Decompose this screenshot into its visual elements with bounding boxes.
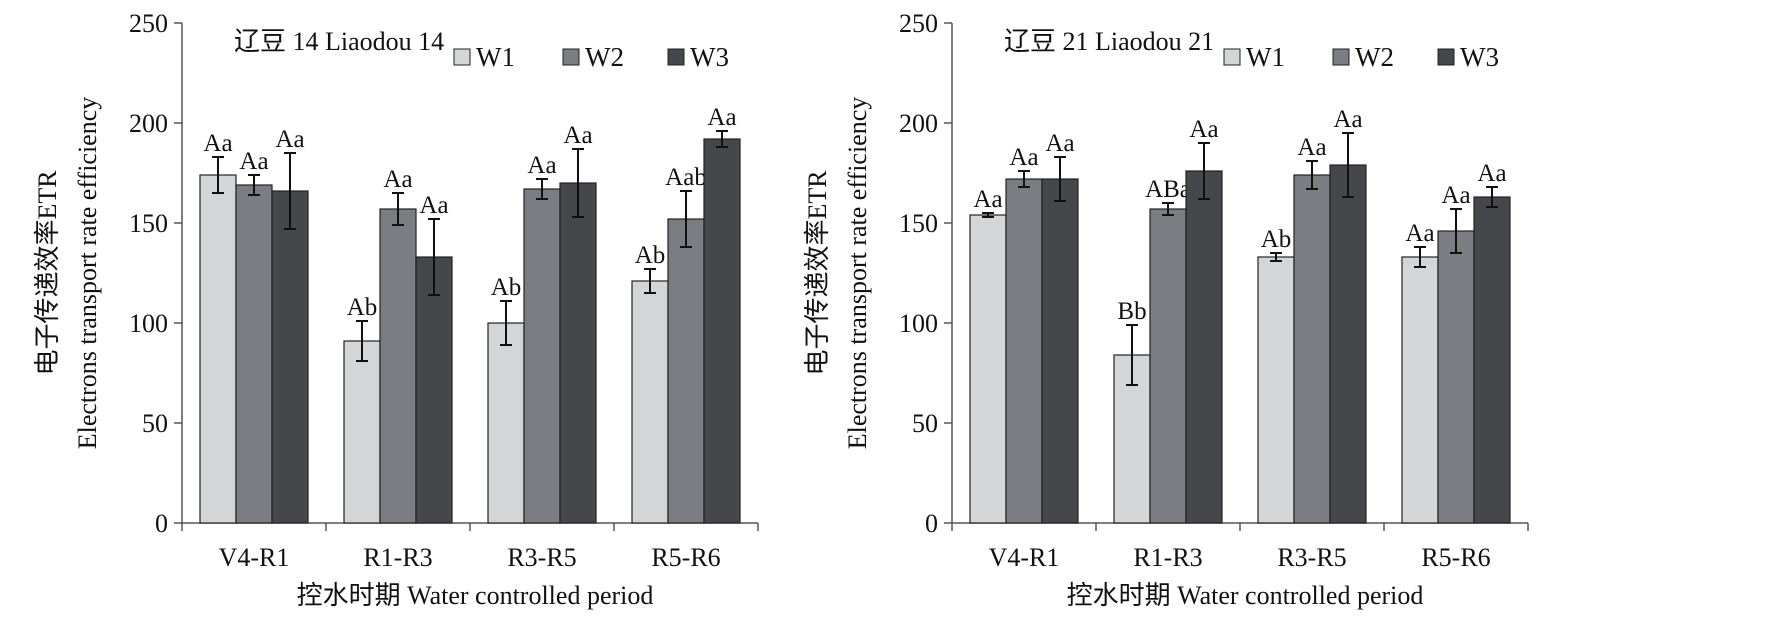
significance-label: Aa [1009, 144, 1038, 171]
legend-label: W1 [1246, 42, 1285, 72]
bar [1437, 230, 1475, 524]
y-tick-label: 50 [912, 409, 938, 438]
legend-label: W3 [690, 42, 729, 72]
bar [523, 188, 561, 524]
significance-label: Aa [1045, 130, 1074, 157]
legend-swatch [1437, 48, 1455, 66]
x-tick-label: R3-R5 [507, 543, 576, 572]
significance-label: Aab [665, 164, 707, 191]
legend-swatch [667, 48, 685, 66]
bar [559, 182, 597, 524]
significance-label: Aa [203, 130, 232, 157]
significance-label: Aa [1189, 116, 1218, 143]
x-tick-label: V4-R1 [219, 543, 290, 572]
x-tick-label: V4-R1 [989, 543, 1060, 572]
significance-label: Aa [973, 186, 1002, 213]
significance-label: Ab [491, 274, 522, 301]
y-tick-label: 200 [129, 109, 168, 138]
legend-swatch [1332, 48, 1350, 66]
panel-title: 辽豆 14 Liaodou 14 [234, 27, 444, 56]
y-tick-label: 250 [899, 9, 938, 38]
bar [1005, 178, 1043, 524]
y-tick-label: 150 [129, 209, 168, 238]
legend-label: W1 [476, 42, 515, 72]
x-tick-label: R1-R3 [363, 543, 432, 572]
x-axis-title: 控水时期 Water controlled period [297, 581, 654, 610]
significance-label: Aa [239, 148, 268, 175]
panel-liaodou-14: 0 50 100 150 200 250 V4-R1 R1-R3 R3-R5 R5-R6 Aa Ab A… [33, 9, 759, 610]
y-axis-title-cn: 电子传递效率ETR [803, 170, 832, 376]
y-tick-label: 0 [925, 509, 938, 538]
significance-label: Aa [1405, 220, 1434, 247]
x-tick-label: R5-R6 [1421, 543, 1490, 572]
bar [343, 340, 381, 524]
legend-label: W2 [585, 42, 624, 72]
bar [631, 280, 669, 524]
bar [1149, 208, 1187, 524]
significance-label: Aa [275, 126, 304, 153]
bar [1257, 256, 1295, 524]
y-axis-title-en: Electrons transport rate efficiency [843, 97, 872, 450]
significance-label: Aa [419, 192, 448, 219]
legend-label: W2 [1355, 42, 1394, 72]
bar [1185, 170, 1223, 524]
panel-liaodou-21: 0 50 100 150 200 250 V4-R1 R1-R3 R3-R5 R5-R6 Aa Bb A… [803, 9, 1529, 610]
y-tick-label: 50 [142, 409, 168, 438]
significance-label: Ab [635, 242, 666, 269]
y-axis-title-en: Electrons transport rate efficiency [73, 97, 102, 450]
bar [1041, 178, 1079, 524]
significance-label: Ab [347, 294, 378, 321]
bar [271, 190, 309, 524]
legend-swatch [1223, 48, 1241, 66]
significance-label: Aa [1333, 106, 1362, 133]
bar [487, 322, 525, 524]
x-tick-label: R5-R6 [651, 543, 720, 572]
significance-label: Aa [1477, 160, 1506, 187]
bar [1401, 256, 1439, 524]
bar [199, 174, 237, 524]
significance-label: Aa [527, 152, 556, 179]
bar [1329, 164, 1367, 524]
bar [235, 184, 273, 524]
significance-label: Aa [1441, 182, 1470, 209]
significance-label: Aa [383, 166, 412, 193]
x-tick-label: R3-R5 [1277, 543, 1346, 572]
significance-label: Aa [707, 104, 736, 131]
y-tick-label: 200 [899, 109, 938, 138]
significance-label: Aa [1297, 134, 1326, 161]
significance-label: ABa [1145, 176, 1191, 203]
significance-label: Bb [1117, 298, 1146, 325]
y-tick-label: 100 [129, 309, 168, 338]
y-tick-label: 250 [129, 9, 168, 38]
bar [969, 214, 1007, 524]
legend-swatch [453, 48, 471, 66]
x-tick-label: R1-R3 [1133, 543, 1202, 572]
panel-title: 辽豆 21 Liaodou 21 [1004, 27, 1214, 56]
bar [379, 208, 417, 524]
y-tick-label: 100 [899, 309, 938, 338]
legend-swatch [562, 48, 580, 66]
legend-label: W3 [1460, 42, 1499, 72]
significance-label: Ab [1261, 226, 1292, 253]
bar [1293, 174, 1331, 524]
bar [1473, 196, 1511, 524]
bar [667, 218, 705, 524]
x-axis-title: 控水时期 Water controlled period [1067, 581, 1424, 610]
y-tick-label: 150 [899, 209, 938, 238]
y-axis-title-cn: 电子传递效率ETR [33, 170, 62, 376]
bar [415, 256, 453, 524]
y-tick-label: 0 [155, 509, 168, 538]
bar [703, 138, 741, 524]
significance-label: Aa [563, 122, 592, 149]
